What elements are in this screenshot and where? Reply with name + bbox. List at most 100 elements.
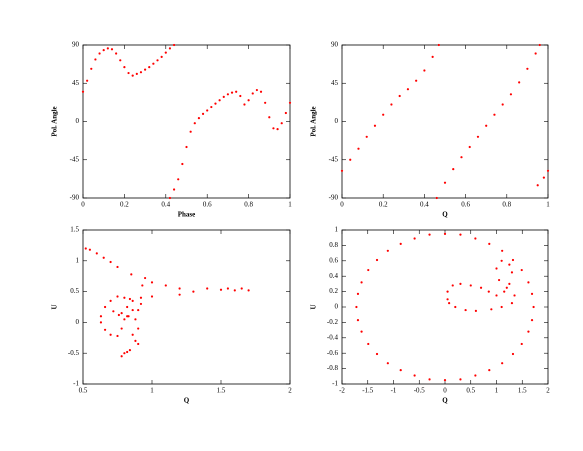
point xyxy=(474,237,477,240)
point xyxy=(152,62,155,65)
point xyxy=(99,321,103,324)
point xyxy=(356,318,360,322)
x-tick-label: 2 xyxy=(546,387,550,395)
y-tick-label: -45 xyxy=(329,155,339,163)
point xyxy=(226,287,229,290)
y-tick-label: 0 xyxy=(76,318,80,326)
y-tick-label: -1 xyxy=(332,380,338,388)
point xyxy=(139,302,143,306)
x-tick-label: -0.5 xyxy=(414,387,426,395)
point xyxy=(474,374,477,377)
point xyxy=(222,95,225,98)
point xyxy=(399,242,402,245)
point xyxy=(526,67,529,70)
point xyxy=(128,297,132,301)
point xyxy=(126,315,129,318)
point xyxy=(487,290,490,293)
point xyxy=(451,284,454,287)
point xyxy=(460,156,463,159)
y-tick-label: -45 xyxy=(70,155,80,163)
point xyxy=(123,318,126,321)
point xyxy=(192,290,195,293)
point xyxy=(206,287,209,290)
point xyxy=(103,328,107,331)
point xyxy=(500,305,503,309)
point xyxy=(501,103,504,106)
point xyxy=(193,122,196,125)
point xyxy=(243,103,246,106)
point xyxy=(530,318,534,322)
point xyxy=(500,259,503,262)
point xyxy=(115,52,118,55)
point xyxy=(94,58,97,61)
x-tick-label: 0.6 xyxy=(203,201,212,209)
x-tick-label: 0 xyxy=(81,201,85,209)
point xyxy=(131,74,134,77)
point xyxy=(356,292,360,296)
point xyxy=(247,289,250,292)
point xyxy=(110,48,114,51)
point xyxy=(375,258,379,262)
point xyxy=(219,288,223,291)
x-tick-label: 0.8 xyxy=(502,201,511,209)
point xyxy=(468,145,471,149)
x-tick-label: 0.6 xyxy=(461,201,470,209)
plot-frame xyxy=(82,229,291,385)
x-axis-label: Q xyxy=(442,211,448,219)
point xyxy=(84,247,87,250)
point xyxy=(503,290,506,293)
point xyxy=(139,296,143,299)
x-axis-label: Phase xyxy=(178,211,196,219)
point xyxy=(99,315,103,318)
point xyxy=(431,55,434,59)
x-tick-label: 0.2 xyxy=(120,201,129,209)
point xyxy=(428,233,431,236)
point xyxy=(135,72,138,75)
point xyxy=(168,196,172,200)
point xyxy=(88,248,91,251)
point xyxy=(520,342,523,346)
point xyxy=(168,47,172,50)
point xyxy=(272,127,275,130)
point xyxy=(144,68,147,71)
point xyxy=(357,147,360,150)
y-tick-label: 0.6 xyxy=(329,256,338,264)
point xyxy=(355,305,358,309)
point xyxy=(197,117,201,120)
point xyxy=(201,112,205,115)
point xyxy=(123,66,126,69)
point xyxy=(264,101,267,104)
point xyxy=(527,330,530,333)
point xyxy=(459,282,462,285)
point xyxy=(109,260,112,264)
point xyxy=(150,295,154,298)
y-tick-label: -90 xyxy=(329,194,339,202)
point xyxy=(340,169,344,172)
point xyxy=(160,55,163,59)
point xyxy=(398,94,401,98)
point xyxy=(144,276,147,280)
point xyxy=(210,105,213,109)
y-axis-label: U xyxy=(51,304,59,309)
point xyxy=(102,49,105,52)
point xyxy=(214,102,217,105)
point xyxy=(164,284,167,287)
point xyxy=(459,233,462,236)
x-tick-label: 0.4 xyxy=(420,201,429,209)
y-tick-label: -0.8 xyxy=(327,364,339,372)
y-tick-label: 0.4 xyxy=(329,272,338,280)
point xyxy=(474,309,477,312)
point xyxy=(488,369,491,372)
point xyxy=(485,124,488,127)
point xyxy=(413,374,416,377)
point xyxy=(360,281,363,284)
point xyxy=(349,158,352,161)
point xyxy=(513,294,516,297)
point xyxy=(511,352,515,356)
point xyxy=(109,299,112,302)
x-tick-label: 1 xyxy=(546,201,550,209)
point xyxy=(443,181,447,184)
point xyxy=(247,99,250,102)
point xyxy=(360,330,363,333)
point xyxy=(527,281,530,284)
